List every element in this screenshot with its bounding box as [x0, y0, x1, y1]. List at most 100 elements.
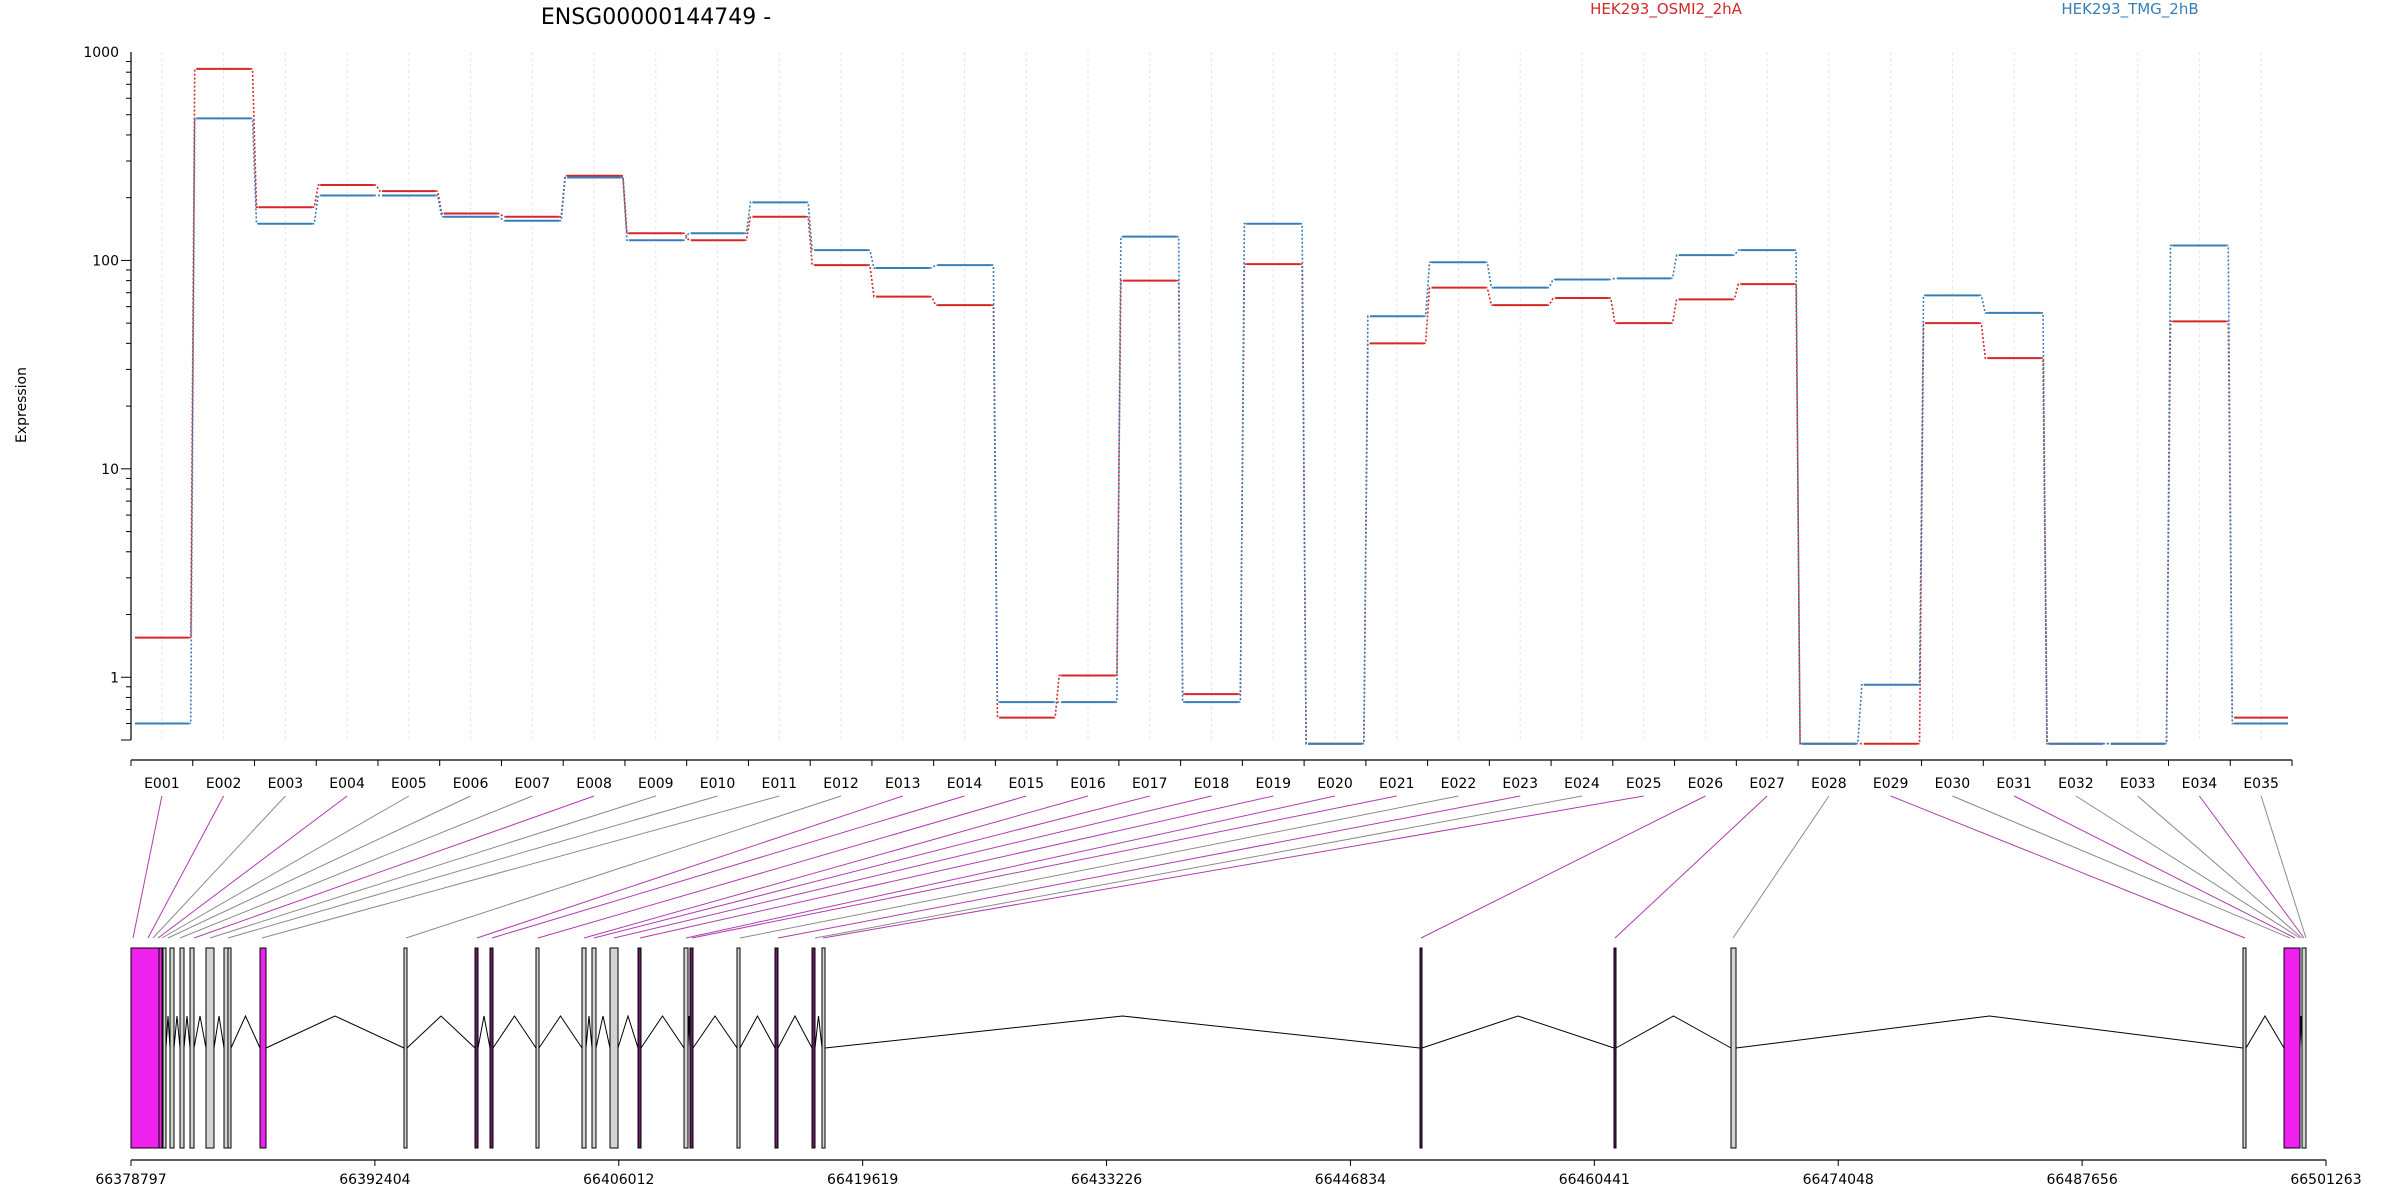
intron: [2245, 1015, 2285, 1049]
connector-line: [491, 795, 965, 939]
x-tick-label: E031: [1996, 776, 2032, 792]
x-tick-label: E027: [1749, 776, 1785, 792]
x-tick-label: E019: [1255, 776, 1291, 792]
y-tick-label: 10: [101, 462, 119, 478]
x-tick-label: E009: [638, 776, 674, 792]
intron: [230, 1014, 261, 1049]
x-tick-label: E018: [1194, 776, 1230, 792]
connector-segment: [188, 117, 197, 725]
connector-segment: [867, 264, 876, 298]
connector-segment: [312, 194, 321, 225]
x-tick-label: E011: [762, 776, 798, 792]
connector-segment: [867, 249, 876, 269]
x-tick-label: E013: [885, 776, 921, 792]
coordinate-tick-label: 66378797: [95, 1172, 166, 1188]
connector-segment: [1423, 286, 1432, 345]
exon-box: [2283, 947, 2301, 1149]
connector-segment: [1114, 235, 1123, 703]
connector-line: [261, 795, 780, 939]
intron: [814, 1015, 823, 1049]
exon-box: [591, 947, 597, 1149]
intron: [173, 1015, 181, 1049]
legend-entry-series-1: HEK293_OSMI2_2hA: [1590, 0, 1743, 19]
exon-box: [1419, 947, 1423, 1149]
exon-box: [205, 947, 215, 1149]
connector-segment: [1794, 249, 1803, 745]
coordinate-tick-label: 66446834: [1315, 1172, 1386, 1188]
exon-box: [683, 947, 689, 1149]
x-tick-label: E029: [1873, 776, 1909, 792]
grid-lines: [161, 52, 2262, 740]
connector-segment: [1794, 283, 1803, 745]
connector-segment: [188, 68, 197, 639]
connector-segment: [373, 184, 382, 192]
connector-segment: [2041, 312, 2050, 745]
connector-line: [193, 795, 595, 939]
intron: [265, 1015, 405, 1049]
x-axis: E001 E002 E003 E004 E005 E006 E007 E008 E009 E010…: [130, 759, 2293, 792]
intron: [777, 1014, 813, 1049]
connector-segment: [929, 295, 938, 306]
intron: [739, 1014, 776, 1049]
intron: [1615, 1015, 1732, 1049]
y-tick-label: 100: [92, 253, 119, 269]
exon-box: [774, 947, 779, 1149]
exon-box: [158, 947, 163, 1149]
x-tick-label: E034: [2182, 776, 2218, 792]
connector-segment: [435, 194, 444, 218]
x-tick-label: E035: [2243, 776, 2279, 792]
x-tick-label: E012: [823, 776, 859, 792]
y-axis: 1 10 100 1000: [83, 45, 132, 741]
connector-segment: [806, 201, 815, 251]
x-tick-label: E010: [700, 776, 736, 792]
exon-box: [2301, 947, 2307, 1149]
coordinate-tick-label: 66406012: [583, 1172, 654, 1188]
intron: [640, 1015, 685, 1049]
exon-box: [736, 947, 741, 1149]
connector-segment: [2041, 357, 2050, 745]
connector-segment: [744, 215, 753, 242]
connector-line: [691, 795, 1397, 939]
connector-segment: [2226, 244, 2235, 725]
intron: [213, 1015, 225, 1049]
intron: [1735, 1015, 2244, 1049]
x-tick-label: E002: [206, 776, 242, 792]
connector-line: [2260, 795, 2307, 939]
connector-line: [822, 795, 1644, 939]
coordinate-tick-label: 66433226: [1071, 1172, 1142, 1188]
connector-segment: [1114, 279, 1123, 677]
connector-line: [814, 795, 1583, 939]
connector-line: [132, 795, 163, 939]
x-tick-label: E030: [1935, 776, 1971, 792]
connector-segment: [312, 184, 321, 209]
intron: [477, 1015, 491, 1049]
intron: [692, 1015, 738, 1049]
x-tick-label: E006: [453, 776, 489, 792]
exon-box: [227, 947, 232, 1149]
x-tick-label: E003: [268, 776, 304, 792]
connector-segment: [1423, 261, 1432, 317]
exon-box: [189, 947, 195, 1149]
connector-segment: [1300, 263, 1309, 745]
exon-box: [821, 947, 826, 1149]
connector-segment: [1176, 235, 1185, 703]
connector-segment: [250, 117, 259, 225]
exon-box: [179, 947, 185, 1149]
x-tick-label: E015: [1008, 776, 1044, 792]
connector-line: [2198, 795, 2305, 939]
connector-segment: [620, 174, 629, 235]
x-tick-label: E033: [2120, 776, 2156, 792]
intron: [617, 1014, 639, 1049]
exon-box: [162, 947, 167, 1149]
exon-box: [535, 947, 540, 1149]
x-tick-label: E023: [1502, 776, 1538, 792]
connector-line: [2075, 795, 2301, 939]
connector-segment: [1547, 278, 1556, 289]
connector-line: [161, 795, 410, 939]
x-tick-label: E014: [947, 776, 983, 792]
connector-segment: [620, 176, 629, 242]
x-tick-label: E001: [144, 776, 180, 792]
intron: [1421, 1015, 1615, 1049]
exon-box: [169, 947, 175, 1149]
connector-segment: [1917, 294, 1926, 686]
